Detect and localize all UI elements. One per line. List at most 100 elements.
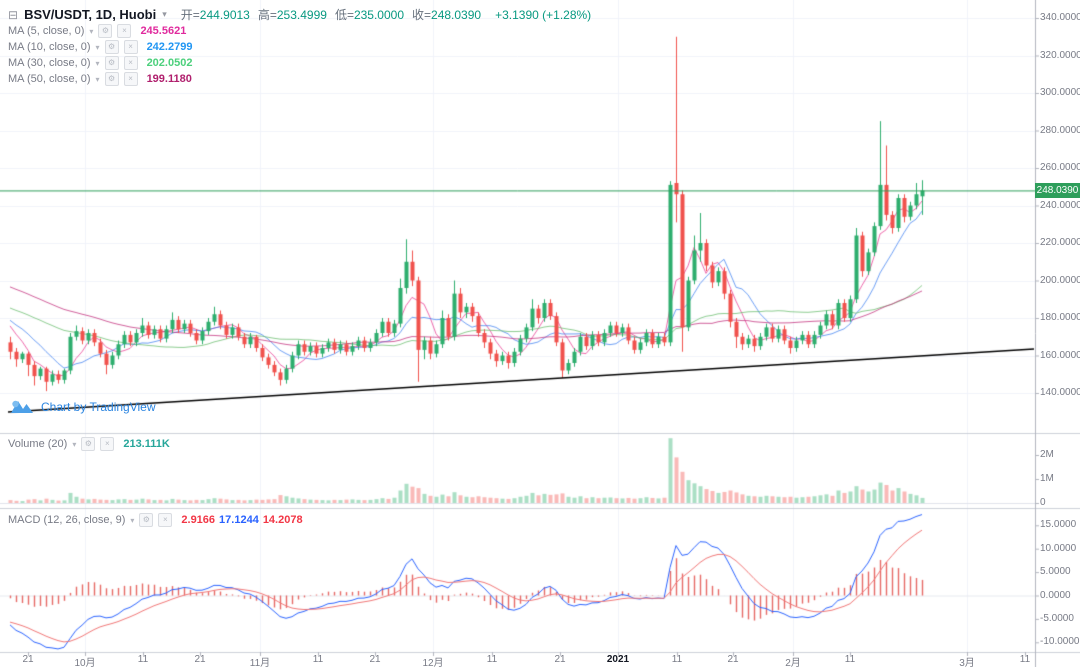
time-axis-label: 21 — [194, 654, 206, 665]
time-axis-label: 3月 — [959, 658, 975, 667]
ohlc-values: 开=244.9013 高=253.4999 低=235.0000 收=248.0390 — [173, 6, 481, 23]
axis-tick-label: 280.0000 — [1040, 124, 1080, 136]
ohlc-value: 235.0000 — [353, 8, 405, 22]
ma-label[interactable]: MA (50, close, 0) — [8, 73, 91, 85]
axis-tick-label: 160.0000 — [1040, 349, 1080, 361]
ma-value: 242.2799 — [146, 41, 193, 53]
time-axis-label: 11 — [486, 654, 498, 665]
time-axis-label: 11月 — [249, 658, 271, 667]
price-change: +3.1390 (+1.28%) — [495, 7, 592, 22]
ma-value: 245.5621 — [140, 25, 187, 37]
axis-tick-label: 220.0000 — [1040, 237, 1080, 248]
time-axis-label: 21 — [554, 654, 566, 665]
volume-indicator-row: Volume (20) ▾ ⚙ × 213.111K — [8, 437, 170, 451]
volume-value: 213.111K — [123, 438, 170, 450]
ma-label[interactable]: MA (10, close, 0) — [8, 41, 91, 53]
settings-gear-icon[interactable]: ⚙ — [98, 24, 113, 38]
ohlc-value: 244.9013 — [199, 8, 250, 22]
ohlc-label: 低= — [334, 8, 354, 22]
axis-tick-label: 140.0000 — [1040, 387, 1080, 398]
time-axis-label: 11 — [137, 654, 149, 665]
axis-tick-label: -5.0000 — [1040, 612, 1074, 624]
ma-row: MA (5, close, 0) ▾ ⚙ × 245.5621 — [8, 24, 186, 38]
settings-gear-icon[interactable]: ⚙ — [104, 56, 119, 70]
axis-tick-label: 15.0000 — [1040, 519, 1077, 531]
ohlc-item: 低=235.0000 — [335, 8, 404, 22]
macd-value: 2.9166 — [181, 514, 216, 526]
macd-indicator-label[interactable]: MACD (12, 26, close, 9) — [8, 514, 126, 526]
axis-tick-label: 260.0000 — [1040, 162, 1080, 173]
remove-indicator-icon[interactable]: × — [117, 24, 132, 38]
ma-value: 199.1180 — [146, 73, 192, 85]
ohlc-label: 开= — [180, 8, 200, 22]
time-axis-label: 2月 — [785, 658, 801, 667]
remove-indicator-icon[interactable]: × — [100, 437, 115, 451]
ohlc-value: 248.0390 — [431, 8, 482, 22]
watermark-text: Chart by TradingView — [41, 400, 156, 414]
time-axis-label: 21 — [369, 654, 381, 665]
axis-tick-label: 240.0000 — [1040, 199, 1080, 211]
settings-gear-icon[interactable]: ⚙ — [104, 40, 119, 54]
time-axis-label: 21 — [727, 654, 739, 665]
macd-value: 17.1244 — [219, 514, 259, 526]
ohlc-label: 收= — [412, 8, 432, 22]
axis-tick-label: 200.0000 — [1040, 274, 1080, 286]
axis-tick-label: 0 — [1040, 497, 1046, 508]
time-axis-label: 21 — [22, 654, 34, 665]
macd-value: 14.2078 — [262, 514, 303, 526]
axis-tick-label: 5.0000 — [1040, 566, 1071, 578]
chevron-down-icon[interactable]: ▾ — [72, 439, 77, 449]
ohlc-value: 253.4999 — [276, 8, 327, 22]
ohlc-label: 高= — [257, 8, 277, 22]
time-axis-label: 11 — [671, 654, 683, 665]
ma-row: MA (50, close, 0) ▾ ⚙ × 199.1180 — [8, 72, 192, 86]
tradingview-watermark[interactable]: Chart by TradingView — [8, 398, 156, 416]
ohlc-item: 高=253.4999 — [258, 8, 327, 22]
axis-tick-label: 180.0000 — [1040, 312, 1080, 323]
chart-legend-header: ⊟ BSV/USDT, 1D, Huobi ▾ 开=244.9013 高=253.… — [8, 6, 591, 23]
last-price-badge: 248.0390 — [1035, 182, 1080, 198]
time-axis-label: 12月 — [422, 658, 444, 667]
axis-tick-label: 320.0000 — [1040, 49, 1080, 61]
ma-row: MA (30, close, 0) ▾ ⚙ × 202.0502 — [8, 56, 192, 70]
time-axis-label: 10月 — [74, 658, 96, 667]
axis-tick-label: 0.0000 — [1040, 589, 1071, 601]
axis-tick-label: 300.0000 — [1040, 87, 1080, 98]
settings-gear-icon[interactable]: ⚙ — [81, 437, 96, 451]
time-axis-label: 2021 — [606, 654, 630, 665]
macd-values: 2.9166 17.1244 14.2078 — [177, 514, 302, 526]
axis-tick-label: 340.0000 — [1040, 12, 1080, 23]
ohlc-item: 开=244.9013 — [181, 8, 250, 22]
remove-indicator-icon[interactable]: × — [123, 72, 138, 86]
ma-label[interactable]: MA (5, close, 0) — [8, 25, 85, 37]
settings-gear-icon[interactable]: ⚙ — [104, 72, 119, 86]
time-axis-label: 11 — [1019, 654, 1031, 665]
ma-value: 202.0502 — [146, 57, 193, 69]
ma-row: MA (10, close, 0) ▾ ⚙ × 242.2799 — [8, 40, 192, 54]
chevron-down-icon[interactable]: ▾ — [95, 74, 100, 84]
symbol-title[interactable]: BSV/USDT, 1D, Huobi — [24, 7, 157, 22]
settings-gear-icon[interactable]: ⚙ — [139, 513, 154, 527]
remove-indicator-icon[interactable]: × — [123, 56, 138, 70]
chevron-down-icon[interactable]: ▾ — [95, 58, 100, 68]
axis-tick-label: -10.0000 — [1040, 636, 1080, 648]
macd-indicator-row: MACD (12, 26, close, 9) ▾ ⚙ × 2.9166 17.1… — [8, 513, 303, 527]
axis-tick-label: 10.0000 — [1040, 542, 1077, 554]
chevron-down-icon[interactable]: ▾ — [89, 26, 94, 36]
remove-indicator-icon[interactable]: × — [123, 40, 138, 54]
chevron-down-icon[interactable]: ▾ — [95, 42, 100, 52]
volume-indicator-label[interactable]: Volume (20) — [8, 438, 68, 450]
ohlc-item: 收=248.0390 — [412, 8, 481, 22]
ma-label[interactable]: MA (30, close, 0) — [8, 57, 91, 69]
collapse-panel-icon[interactable]: ⊟ — [8, 7, 19, 22]
axis-tick-label: 1M — [1040, 473, 1054, 484]
chevron-down-icon[interactable]: ▾ — [130, 515, 135, 525]
time-axis-label: 11 — [844, 654, 856, 665]
chevron-down-icon[interactable]: ▾ — [162, 9, 167, 19]
tradingview-logo-icon — [8, 398, 36, 416]
axis-tick-label: 2M — [1040, 449, 1054, 460]
remove-indicator-icon[interactable]: × — [158, 513, 173, 527]
time-axis-label: 11 — [312, 654, 324, 665]
